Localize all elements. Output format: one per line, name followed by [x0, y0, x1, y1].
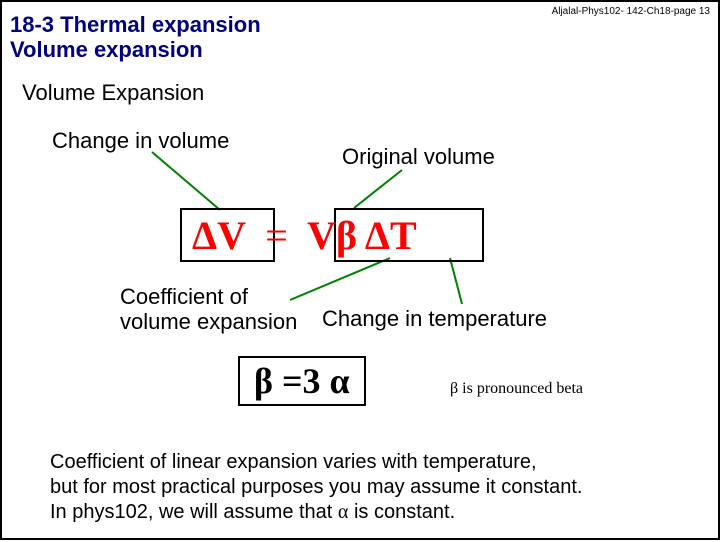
main-formula: ΔV = Vβ ΔT [192, 212, 417, 259]
label-change-in-volume: Change in volume [52, 128, 229, 154]
beta-symbol-2: β [254, 361, 273, 401]
v-term: V [307, 213, 336, 258]
alpha-symbol: α [329, 361, 349, 401]
footer-paragraph: Coefficient of linear expansion varies w… [50, 450, 582, 525]
beta-symbol-3: β [450, 380, 458, 397]
footer-line-3b: is constant. [348, 501, 455, 523]
beta-symbol: β [336, 213, 357, 258]
footer-line-2: but for most practical purposes you may … [50, 476, 582, 498]
beta-note-text: is pronounced beta [458, 380, 583, 397]
coef-line-2: volume expansion [120, 309, 297, 334]
section-heading: Volume Expansion [22, 80, 204, 106]
beta-pronunciation-note: β is pronounced beta [450, 380, 583, 398]
delta-v: ΔV [192, 213, 245, 258]
coef-line-1: Coefficient of [120, 284, 248, 309]
title-line-2: Volume expansion [10, 37, 261, 62]
alpha-symbol-2: α [338, 501, 348, 523]
label-coefficient-volume: Coefficient of volume expansion [120, 284, 297, 335]
equals-3: =3 [282, 361, 321, 401]
delta-t: ΔT [365, 213, 417, 258]
title-block: 18-3 Thermal expansion Volume expansion [10, 12, 261, 63]
equals-sign: = [255, 213, 298, 258]
footer-line-1: Coefficient of linear expansion varies w… [50, 451, 537, 473]
beta-formula: β =3 α [238, 356, 366, 406]
label-original-volume: Original volume [342, 144, 495, 170]
header-reference: Aljalal-Phys102- 142-Ch18-page 13 [552, 6, 710, 17]
footer-line-3a: In phys102, we will assume that [50, 501, 338, 523]
title-line-1: 18-3 Thermal expansion [10, 12, 261, 37]
label-change-in-temperature: Change in temperature [322, 306, 547, 332]
